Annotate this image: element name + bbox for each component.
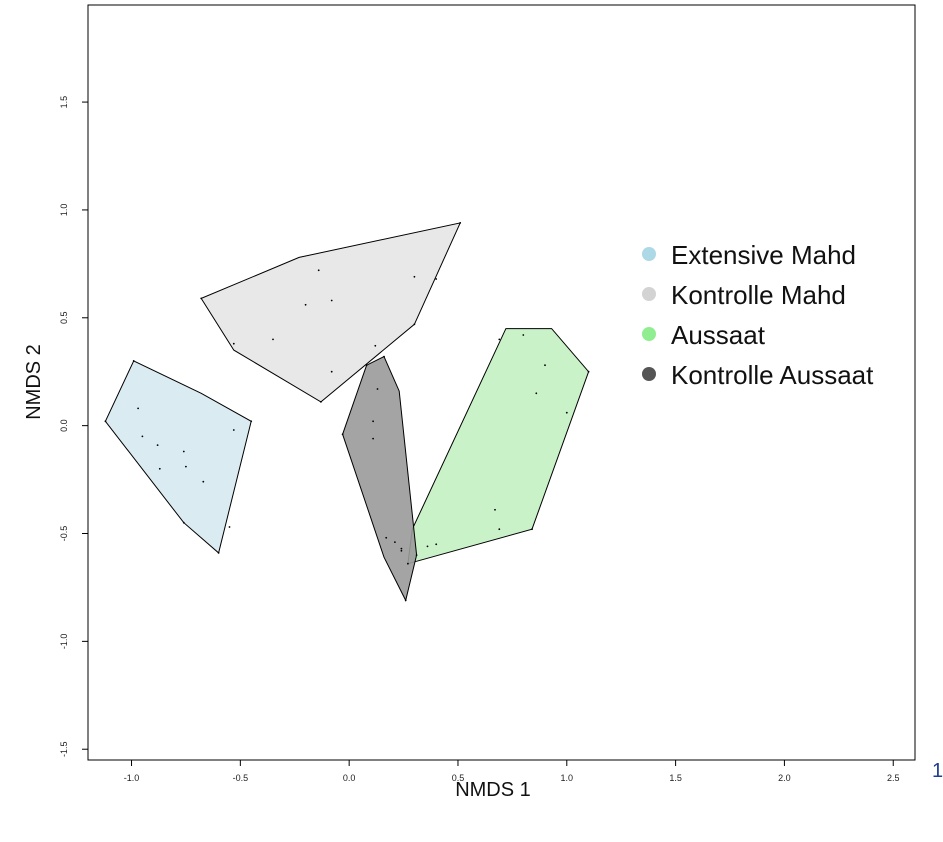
point-aussaat [587, 370, 590, 373]
point-aussaat [494, 508, 496, 511]
point-extensive-mahd [202, 480, 205, 483]
point-kontrolle-mahd [317, 269, 320, 272]
x-axis-title: NMDS 1 [455, 779, 531, 801]
point-kontrolle-aussaat [372, 437, 374, 440]
point-kontrolle-mahd [304, 303, 307, 306]
y-tick-label: -1.5 [59, 741, 69, 757]
point-extensive-mahd [232, 429, 235, 431]
x-tick-label: 2.0 [778, 773, 791, 783]
point-kontrolle-mahd [272, 338, 274, 341]
point-extensive-mahd [141, 435, 144, 438]
x-axis: -1.0 -0.5 0.0 0.5 1.0 1.5 2.0 2.5 [124, 760, 900, 783]
legend-marker-aussaat [642, 327, 656, 341]
point-extensive-mahd [137, 407, 140, 410]
page-number: 1 [932, 760, 943, 782]
point-aussaat [522, 334, 525, 336]
point-kontrolle-aussaat [341, 433, 344, 436]
point-kontrolle-aussaat [404, 599, 407, 602]
legend-label-aussaat: Aussaat [671, 320, 766, 350]
y-axis-title: NMDS 2 [23, 344, 45, 420]
point-extensive-mahd [158, 467, 161, 470]
point-aussaat [498, 338, 501, 341]
point-aussaat [435, 543, 438, 546]
point-kontrolle-mahd [435, 278, 438, 280]
x-tick-label: 0.0 [343, 773, 356, 783]
point-extensive-mahd [132, 360, 135, 362]
legend-marker-kontrolle-mahd [642, 287, 656, 301]
y-tick-label: 0.5 [59, 312, 69, 325]
point-kontrolle-aussaat [372, 420, 374, 423]
point-layer [104, 222, 590, 602]
point-kontrolle-aussaat [394, 541, 396, 543]
x-tick-label: -1.0 [124, 773, 140, 783]
legend-label-kontrolle-aussaat: Kontrolle Aussaat [671, 360, 874, 390]
point-kontrolle-mahd [459, 222, 462, 224]
point-extensive-mahd [104, 420, 107, 423]
point-kontrolle-aussaat [400, 547, 403, 550]
point-aussaat [498, 528, 501, 531]
point-kontrolle-aussaat [415, 554, 418, 556]
point-aussaat [535, 392, 538, 395]
legend: Extensive Mahd Kontrolle Mahd Aussaat Kontr… [642, 240, 874, 390]
x-tick-label: -0.5 [233, 773, 249, 783]
legend-label-kontrolle-mahd: Kontrolle Mahd [671, 280, 846, 310]
point-aussaat [407, 562, 409, 565]
y-tick-label: 1.5 [59, 96, 69, 109]
point-kontrolle-aussaat [385, 536, 388, 539]
y-tick-label: 0.0 [59, 419, 69, 432]
point-extensive-mahd [217, 552, 220, 554]
y-axis: -1.5 -1.0 -0.5 0.0 0.5 1.0 1.5 [59, 96, 88, 757]
point-aussaat [544, 364, 546, 367]
y-tick-label: -0.5 [59, 526, 69, 542]
x-tick-label: 2.5 [887, 773, 900, 783]
point-kontrolle-aussaat [376, 388, 379, 390]
point-kontrolle-mahd [374, 344, 377, 347]
y-tick-label: 1.0 [59, 204, 69, 217]
hull-kontrolle-aussaat [342, 355, 418, 602]
hull-layer [104, 222, 590, 602]
point-kontrolle-aussaat [383, 355, 385, 358]
point-extensive-mahd [182, 521, 185, 524]
point-kontrolle-mahd [330, 370, 333, 373]
point-extensive-mahd [185, 465, 187, 468]
x-tick-label: 0.5 [452, 773, 465, 783]
point-kontrolle-mahd [413, 323, 416, 326]
point-extensive-mahd [228, 526, 231, 528]
legend-marker-extensive-mahd [642, 247, 656, 261]
y-tick-label: -1.0 [59, 634, 69, 650]
point-extensive-mahd [250, 420, 253, 423]
point-extensive-mahd [182, 450, 185, 453]
point-kontrolle-mahd [200, 297, 203, 300]
point-aussaat [531, 528, 533, 531]
point-kontrolle-aussaat [400, 549, 403, 552]
point-kontrolle-aussaat [365, 364, 368, 367]
legend-marker-kontrolle-aussaat [642, 367, 656, 381]
x-tick-label: 1.5 [669, 773, 682, 783]
point-kontrolle-mahd [330, 299, 333, 302]
legend-label-extensive-mahd: Extensive Mahd [671, 240, 856, 270]
x-tick-label: 1.0 [561, 773, 574, 783]
point-kontrolle-mahd [320, 401, 322, 403]
point-aussaat [565, 411, 568, 414]
point-kontrolle-mahd [232, 342, 235, 345]
point-extensive-mahd [156, 444, 159, 446]
point-kontrolle-mahd [413, 275, 416, 278]
point-aussaat [426, 545, 429, 548]
